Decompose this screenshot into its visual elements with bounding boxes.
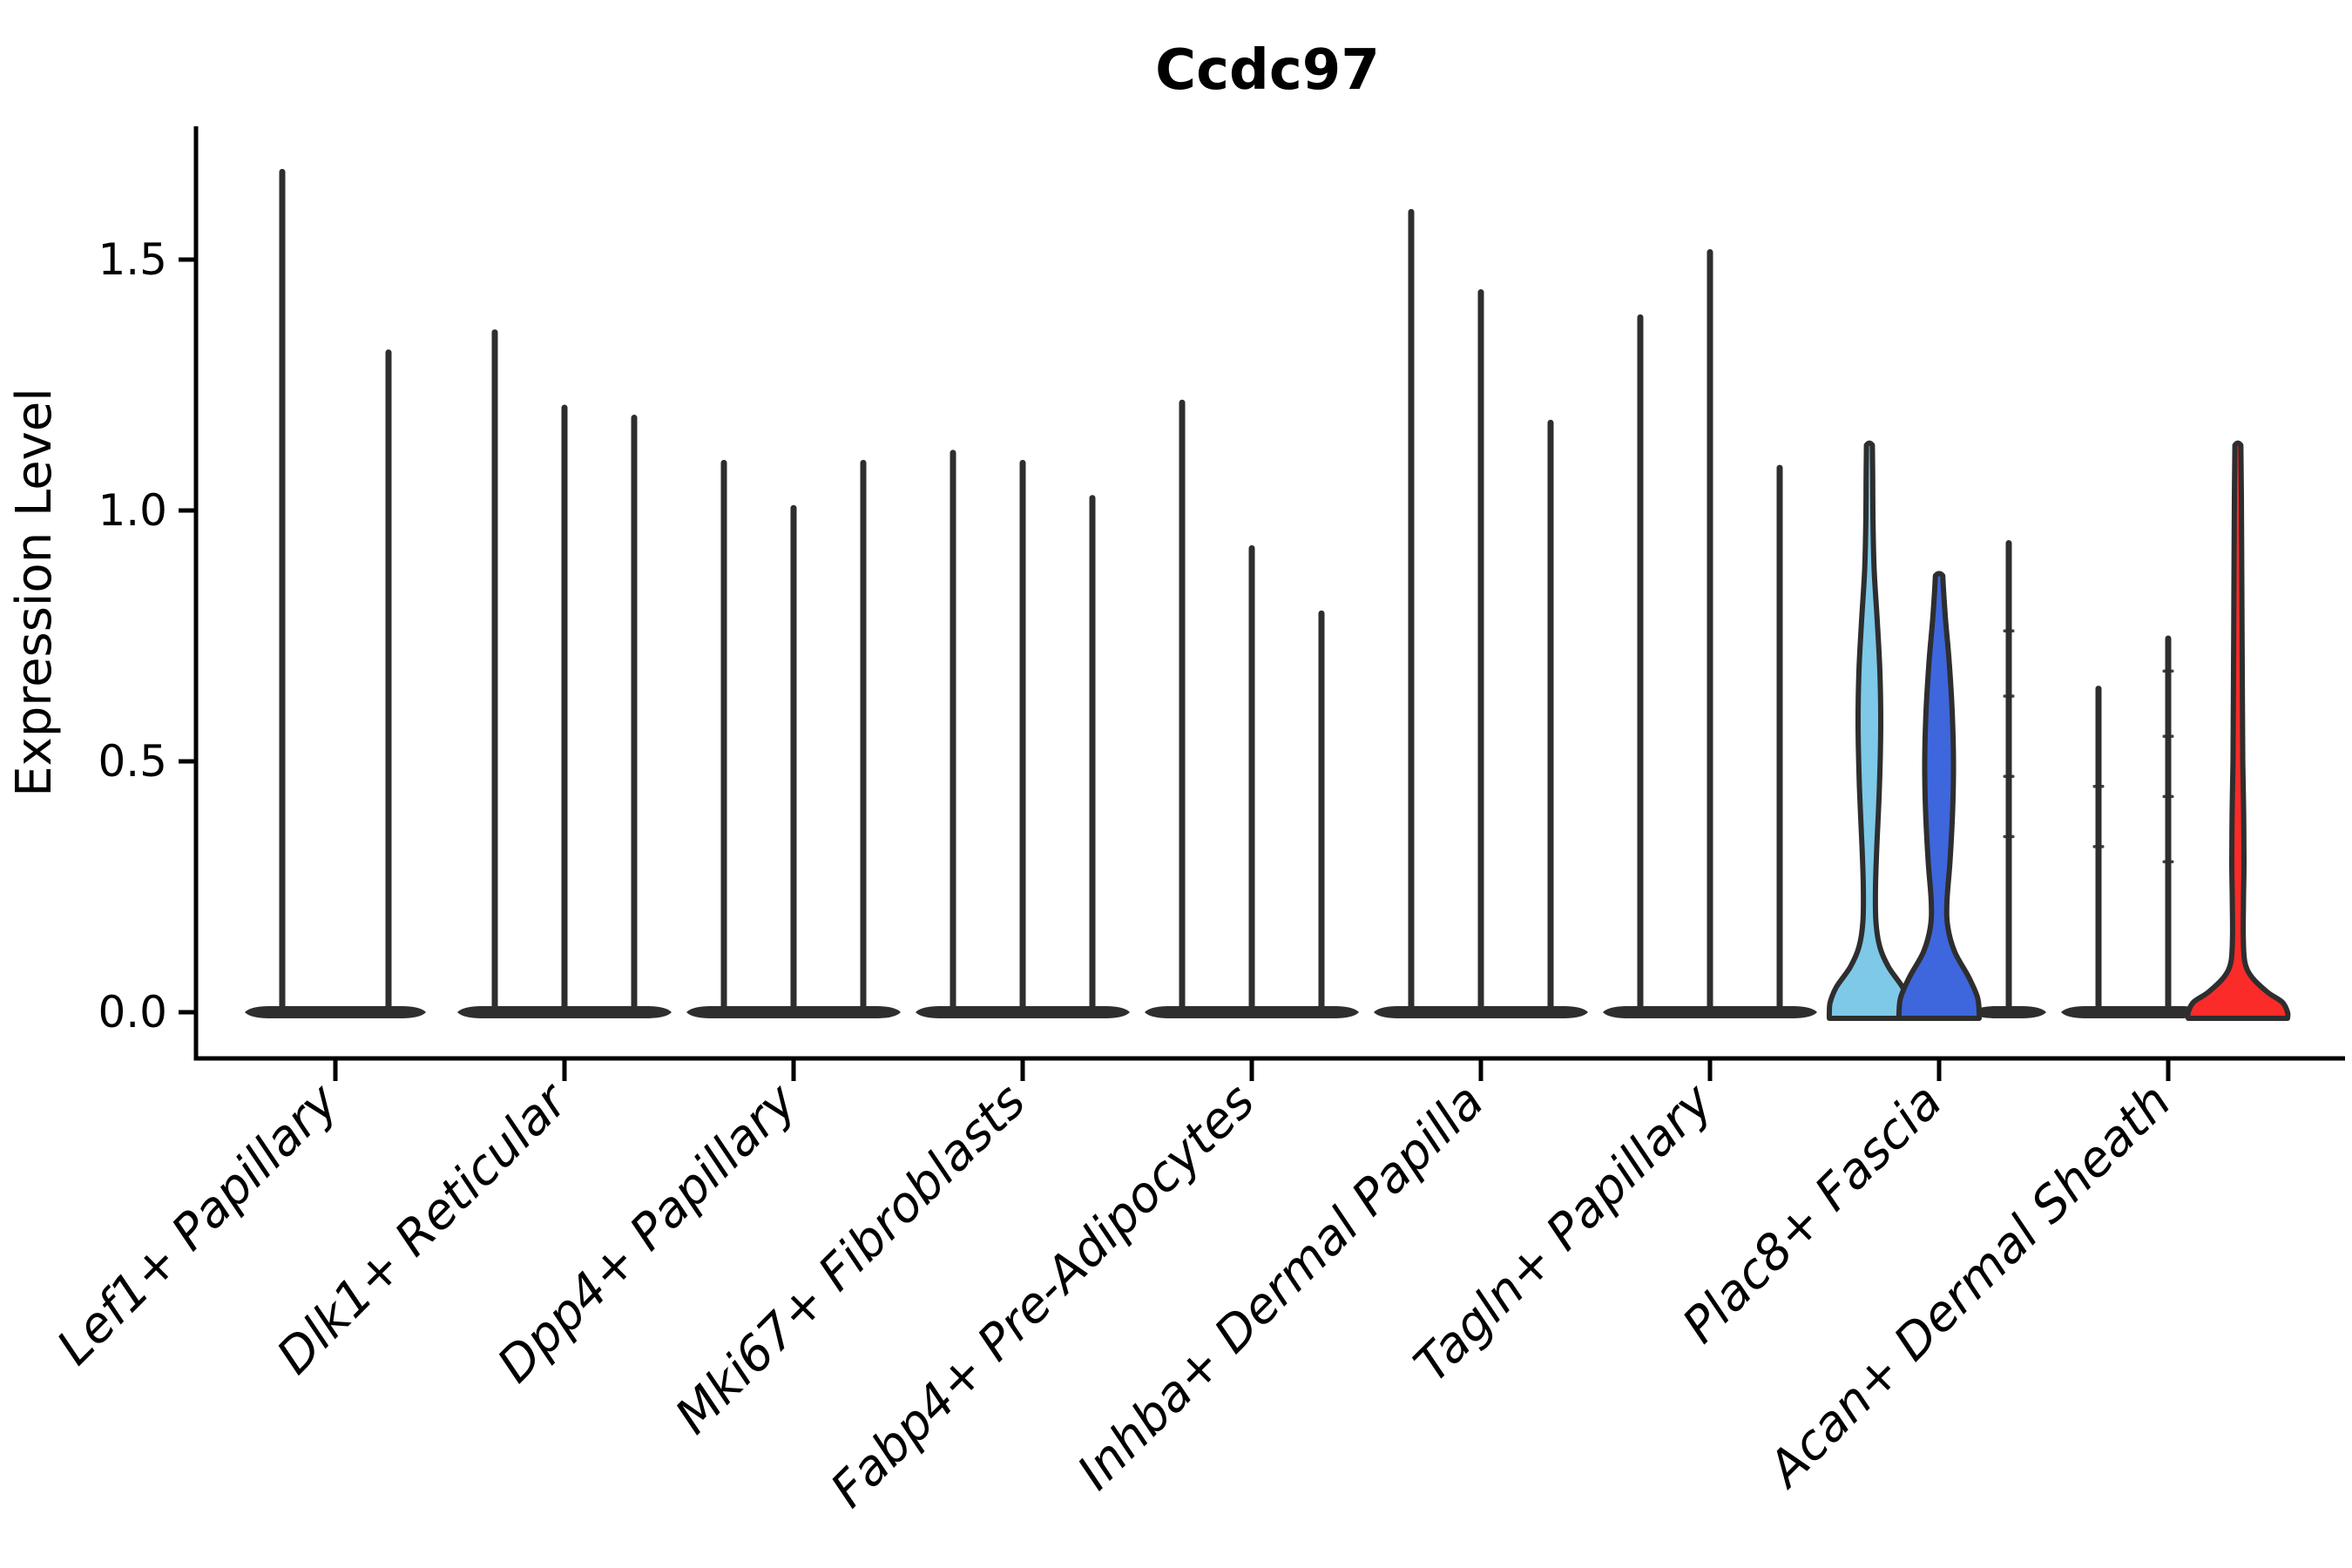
expression-point-mark [2003, 694, 2015, 698]
y-tick-label: 1.0 [98, 485, 167, 536]
y-tick-label: 0.0 [98, 987, 167, 1037]
plot-axes: 0.0 0.5 1.0 1.5 [98, 126, 2345, 1081]
expression-point-mark [2003, 835, 2015, 839]
x-tick-label: Acan+ Dermal Sheath [1756, 1073, 2182, 1499]
violin-base [245, 1006, 426, 1018]
y-axis-label: Expression Level [6, 388, 63, 797]
x-tick-label: Fabp4+ Pre-Adipocytes [821, 1073, 1266, 1518]
violin-shapes [245, 168, 2291, 1021]
expression-point-mark [2003, 774, 2015, 779]
y-tick-label: 1.5 [98, 234, 167, 285]
expression-point-mark [2162, 669, 2174, 673]
expression-point-mark [2092, 785, 2105, 788]
expression-point-mark [2162, 794, 2174, 799]
y-tick-label: 0.5 [98, 736, 167, 787]
expression-point-mark [2003, 629, 2015, 632]
expression-point-mark [2162, 734, 2174, 738]
expression-point-mark [2092, 845, 2105, 848]
violin-filled [1826, 440, 1913, 1021]
violin-filled [1896, 571, 1983, 1021]
x-tick-label: Inhba+ Dermal Papilla [1067, 1073, 1495, 1501]
violin-filled [2185, 440, 2291, 1021]
violin-base [2061, 1006, 2206, 1018]
expression-point-mark [2162, 860, 2174, 863]
chart-title: Ccdc97 [1155, 38, 1380, 103]
